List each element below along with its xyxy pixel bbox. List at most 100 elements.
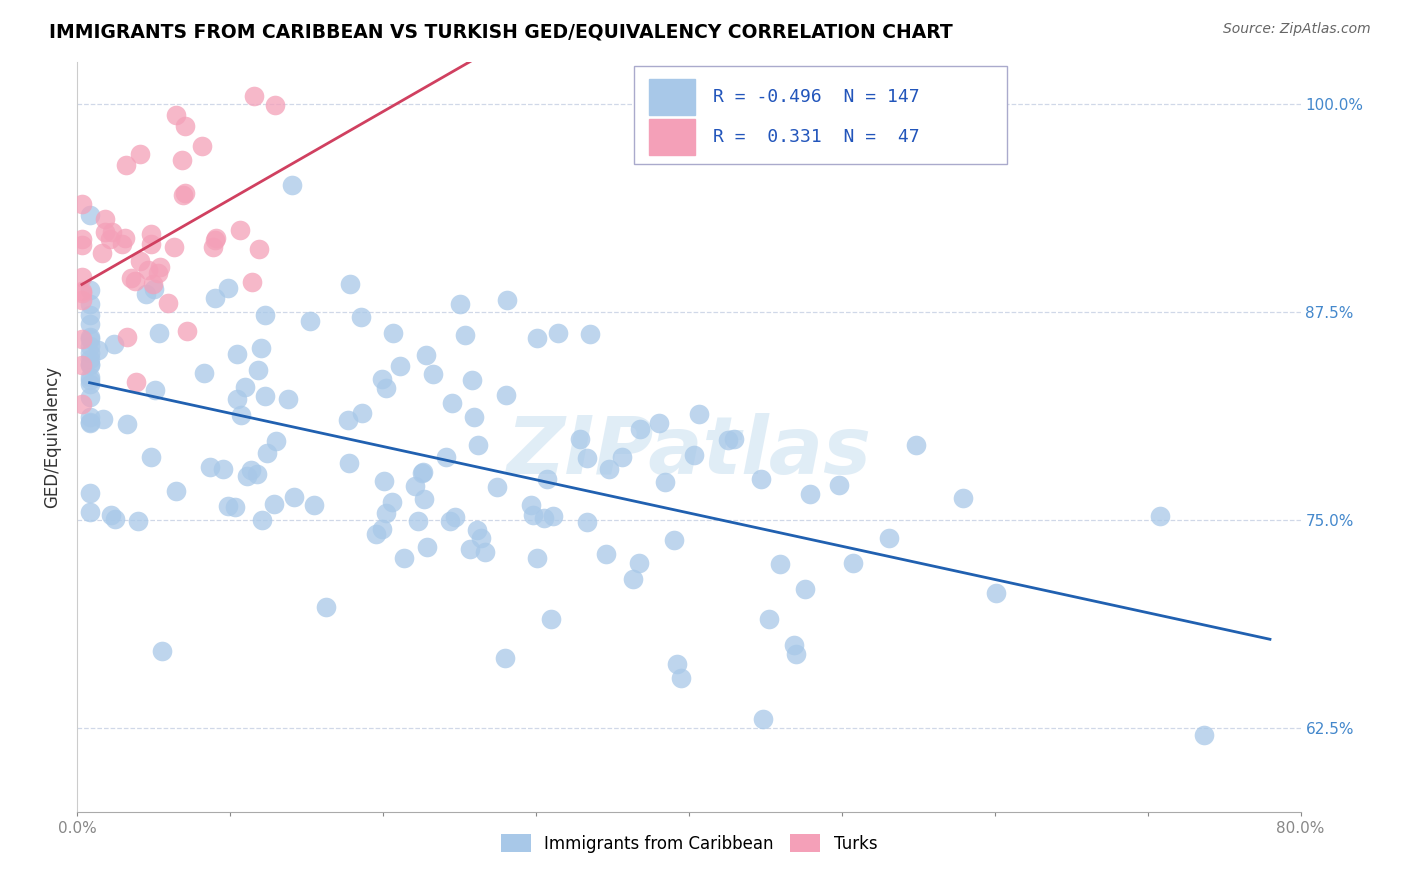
Point bbox=[662, 533, 685, 548]
Point bbox=[412, 492, 434, 507]
Point bbox=[128, 146, 150, 161]
Point bbox=[79, 486, 101, 500]
Point bbox=[1194, 728, 1216, 742]
Point bbox=[70, 238, 93, 252]
Point bbox=[952, 491, 974, 505]
Point bbox=[176, 325, 198, 339]
Point bbox=[120, 271, 142, 285]
Point bbox=[148, 266, 170, 280]
Point bbox=[474, 544, 496, 558]
Point bbox=[579, 327, 602, 342]
Point bbox=[79, 329, 101, 343]
Point bbox=[148, 326, 170, 340]
Legend: Immigrants from Caribbean, Turks: Immigrants from Caribbean, Turks bbox=[494, 828, 884, 860]
Point bbox=[201, 240, 224, 254]
Point bbox=[254, 389, 277, 403]
Point bbox=[454, 328, 477, 343]
Point bbox=[460, 373, 482, 387]
Point bbox=[381, 495, 404, 509]
Point bbox=[381, 326, 404, 340]
Point bbox=[547, 326, 569, 340]
Point bbox=[389, 359, 412, 373]
Point bbox=[470, 531, 492, 545]
Point bbox=[337, 456, 360, 470]
Point bbox=[281, 178, 304, 192]
Point bbox=[139, 227, 162, 241]
Point bbox=[648, 417, 671, 431]
Point bbox=[256, 446, 278, 460]
Point bbox=[174, 186, 197, 201]
Point bbox=[350, 310, 373, 324]
Point bbox=[751, 713, 773, 727]
Point bbox=[373, 474, 395, 488]
Point bbox=[434, 450, 457, 464]
Point bbox=[449, 297, 471, 311]
Point bbox=[79, 390, 101, 404]
Point bbox=[247, 363, 270, 377]
Point bbox=[217, 500, 239, 514]
Point bbox=[277, 392, 299, 406]
Point bbox=[143, 383, 166, 397]
Point bbox=[79, 332, 101, 346]
Point bbox=[79, 357, 101, 371]
Point bbox=[200, 460, 222, 475]
Point bbox=[79, 352, 101, 367]
Point bbox=[129, 253, 152, 268]
Point bbox=[141, 450, 163, 465]
Point bbox=[371, 522, 394, 536]
Point bbox=[575, 515, 598, 529]
Point bbox=[114, 231, 136, 245]
Point bbox=[87, 343, 110, 357]
Point bbox=[165, 483, 187, 498]
Point bbox=[366, 527, 388, 541]
Point bbox=[905, 438, 928, 452]
Point bbox=[621, 572, 644, 586]
Point bbox=[124, 274, 146, 288]
Point bbox=[70, 232, 93, 246]
Point bbox=[172, 188, 194, 202]
Point bbox=[595, 547, 617, 561]
Point bbox=[79, 410, 101, 425]
Point bbox=[79, 505, 101, 519]
Point bbox=[246, 467, 269, 481]
Point bbox=[526, 550, 548, 565]
Point bbox=[79, 283, 101, 297]
Point bbox=[79, 373, 101, 387]
Point bbox=[217, 281, 239, 295]
Point bbox=[986, 586, 1008, 600]
Point bbox=[156, 296, 179, 310]
Point bbox=[717, 434, 740, 448]
Point bbox=[135, 287, 157, 301]
Point bbox=[91, 246, 114, 260]
Point bbox=[375, 507, 398, 521]
Point bbox=[79, 369, 101, 384]
Point bbox=[204, 291, 226, 305]
Point bbox=[540, 612, 562, 626]
Point bbox=[224, 500, 246, 514]
Point bbox=[467, 437, 489, 451]
Point bbox=[440, 396, 463, 410]
FancyBboxPatch shape bbox=[634, 66, 1007, 163]
Point bbox=[150, 643, 173, 657]
Point bbox=[576, 450, 599, 465]
Point bbox=[70, 286, 93, 301]
Point bbox=[79, 339, 101, 353]
Point bbox=[416, 540, 439, 554]
Point bbox=[70, 358, 93, 372]
Point bbox=[439, 514, 461, 528]
Point bbox=[783, 638, 806, 652]
Point bbox=[785, 647, 807, 661]
Point bbox=[149, 260, 172, 274]
Point bbox=[495, 293, 517, 308]
Point bbox=[682, 448, 704, 462]
Point bbox=[139, 236, 162, 251]
Point bbox=[315, 600, 337, 615]
Point bbox=[598, 462, 620, 476]
Point bbox=[458, 541, 481, 556]
Point bbox=[101, 225, 124, 239]
Point bbox=[226, 347, 249, 361]
Point bbox=[136, 263, 159, 277]
Point bbox=[229, 408, 252, 422]
Point bbox=[665, 657, 688, 671]
Bar bbox=[648, 78, 695, 115]
